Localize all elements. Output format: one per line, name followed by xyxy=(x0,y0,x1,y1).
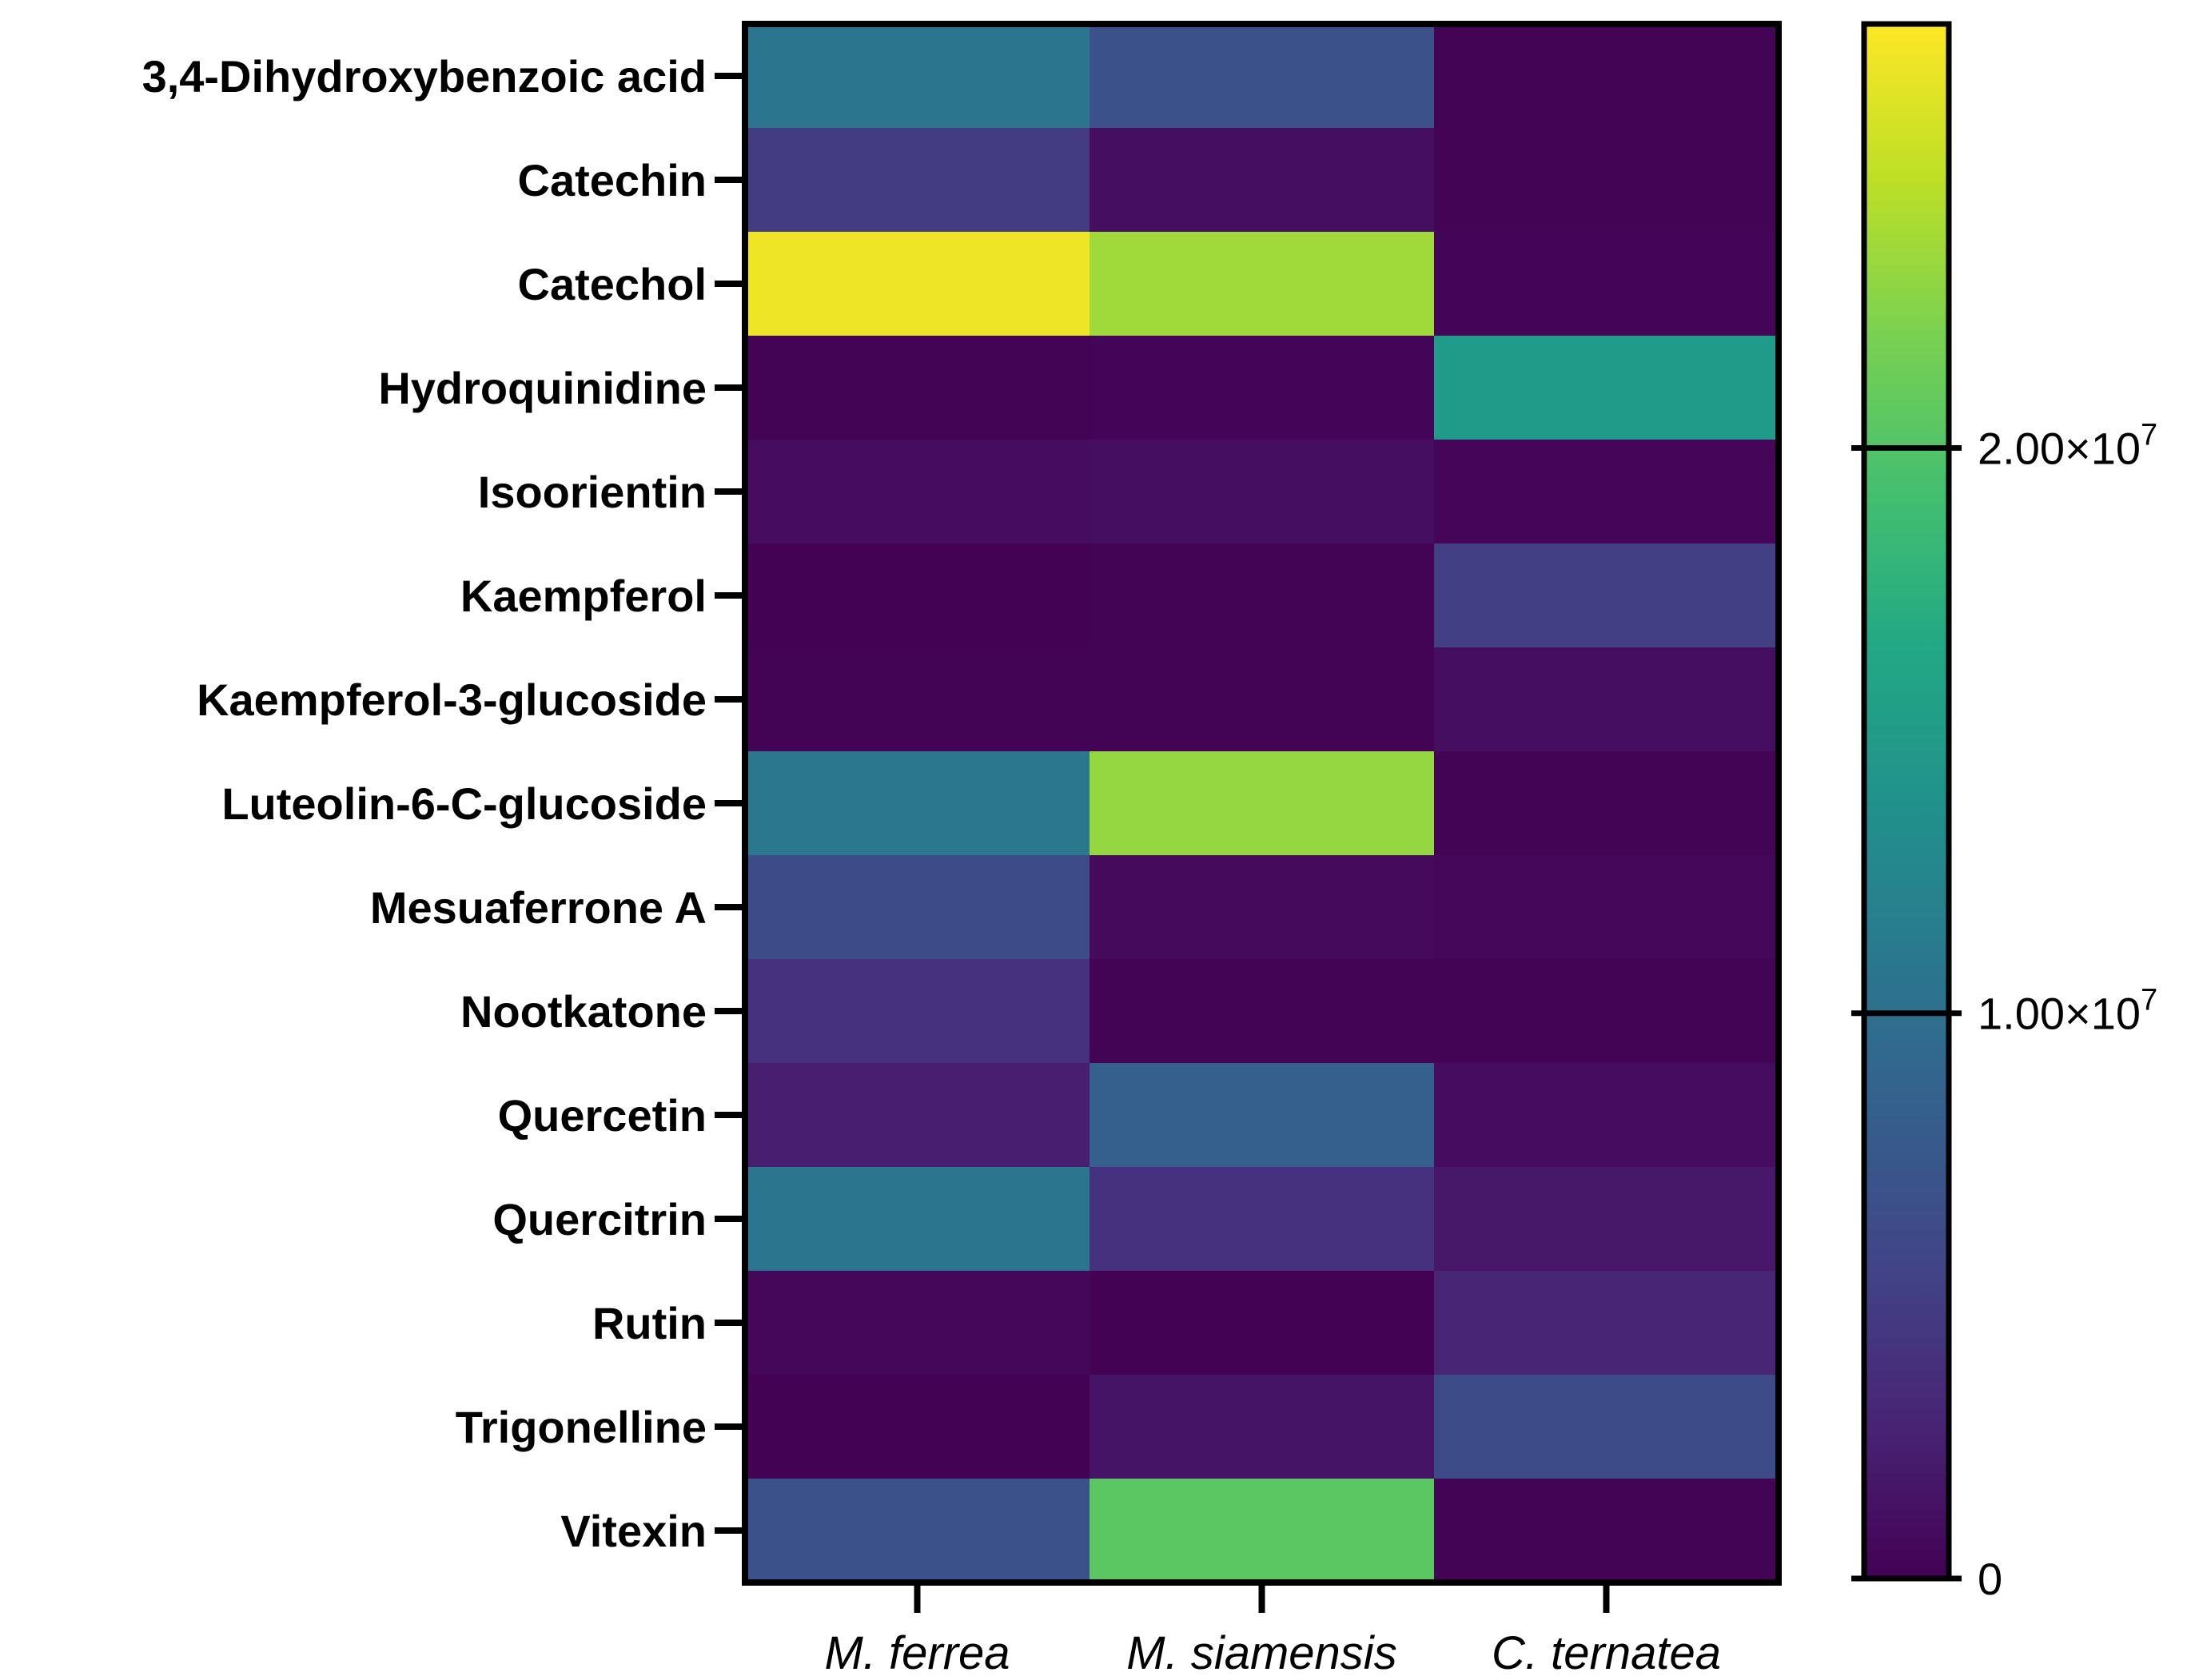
row-label: Hydroquinidine xyxy=(378,363,707,413)
heatmap-cell xyxy=(1090,1063,1435,1168)
row-label: Quercetin xyxy=(498,1090,707,1141)
row-label: Kaempferol-3-glucoside xyxy=(197,675,707,725)
row-label: Vitexin xyxy=(560,1506,707,1556)
heatmap-cell xyxy=(745,959,1090,1064)
heatmap-cell xyxy=(745,128,1090,233)
heatmap-cell xyxy=(1434,855,1779,960)
row-label: Luteolin-6-C-glucoside xyxy=(221,778,707,829)
row-label: Catechin xyxy=(518,155,707,205)
heatmap-cell xyxy=(1090,440,1435,544)
heatmap-cell xyxy=(1090,543,1435,648)
heatmap-cell xyxy=(1434,232,1779,336)
heatmap-cell xyxy=(745,1479,1090,1583)
heatmap-cell xyxy=(1434,24,1779,129)
heatmap-cell xyxy=(1090,855,1435,960)
column-label: M. ferrea xyxy=(824,1627,1010,1679)
heatmap-cell xyxy=(745,1167,1090,1272)
heatmap-cell xyxy=(1434,336,1779,440)
heatmap-cells xyxy=(745,24,1779,1583)
heatmap-cell xyxy=(1434,959,1779,1064)
heatmap-cell xyxy=(1434,647,1779,752)
heatmap-cell xyxy=(1434,1063,1779,1168)
heatmap-cell xyxy=(745,232,1090,336)
colorbar-tick-label: 2.00×107 xyxy=(1978,418,2157,473)
column-label: M. siamensis xyxy=(1126,1627,1396,1679)
heatmap-cell xyxy=(1434,128,1779,233)
heatmap-cell xyxy=(745,440,1090,544)
heatmap-cell xyxy=(1090,128,1435,233)
heatmap-cell xyxy=(1090,959,1435,1064)
heatmap-cell xyxy=(1090,336,1435,440)
heatmap-cell xyxy=(745,1271,1090,1375)
heatmap-cell xyxy=(1090,1479,1435,1583)
row-label: Trigonelline xyxy=(456,1402,707,1452)
heatmap-cell xyxy=(745,1375,1090,1479)
heatmap-cell xyxy=(1434,1375,1779,1479)
colorbar-tick-label: 0 xyxy=(1978,1554,2002,1604)
heatmap-cell xyxy=(745,751,1090,856)
heatmap-cell xyxy=(1090,232,1435,336)
colorbar-gradient xyxy=(1861,21,1952,1582)
heatmap-cell xyxy=(745,647,1090,752)
row-label: Kaempferol xyxy=(460,571,707,621)
heatmap-cell xyxy=(1090,1167,1435,1272)
column-axis: M. ferrea M. siamensis C. ternatea xyxy=(824,1582,1721,1679)
heatmap-cell xyxy=(1434,751,1779,856)
row-label: Catechol xyxy=(518,259,707,309)
row-axis: 3,4-Dihydroxybenzoic acid Catechin Catecho… xyxy=(142,51,745,1556)
heatmap-cell xyxy=(1434,440,1779,544)
colorbar-tick-label: 1.00×107 xyxy=(1978,984,2157,1039)
row-label: Nootkatone xyxy=(460,986,707,1037)
row-label: Mesuaferrone A xyxy=(370,882,707,933)
heatmap-cell xyxy=(1090,751,1435,856)
row-label: Rutin xyxy=(592,1298,707,1348)
colorbar: 0 1.00×107 2.00×107 xyxy=(1851,21,2157,1604)
heatmap-cell xyxy=(745,24,1090,129)
heatmap-cell xyxy=(1434,1479,1779,1583)
heatmap-cell xyxy=(1434,543,1779,648)
heatmap-cell xyxy=(1090,647,1435,752)
heatmap-cell xyxy=(745,336,1090,440)
heatmap-cell xyxy=(1090,1375,1435,1479)
heatmap-cell xyxy=(1434,1167,1779,1272)
row-label: Quercitrin xyxy=(492,1194,707,1244)
row-label: Isoorientin xyxy=(478,467,707,517)
heatmap-cell xyxy=(1090,24,1435,129)
heatmap-cell xyxy=(745,543,1090,648)
heatmap-cell xyxy=(1090,1271,1435,1375)
heatmap-cell xyxy=(745,1063,1090,1168)
column-label: C. ternatea xyxy=(1492,1627,1721,1679)
row-label: 3,4-Dihydroxybenzoic acid xyxy=(142,51,707,102)
heatmap-cell xyxy=(1434,1271,1779,1375)
heatmap-cell xyxy=(745,855,1090,960)
